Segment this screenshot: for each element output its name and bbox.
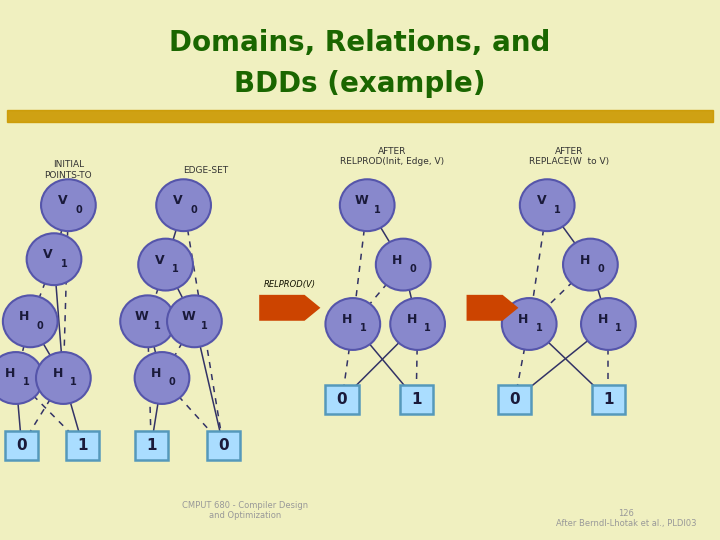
Ellipse shape <box>581 298 636 350</box>
FancyArrow shape <box>259 295 320 321</box>
Ellipse shape <box>167 295 222 347</box>
FancyBboxPatch shape <box>498 385 531 414</box>
Text: 1: 1 <box>374 205 381 214</box>
Text: 1: 1 <box>22 377 30 387</box>
Text: 126
After Berndl-Lhotak et al., PLDI03: 126 After Berndl-Lhotak et al., PLDI03 <box>556 509 697 528</box>
Text: 1: 1 <box>60 259 68 268</box>
Text: W: W <box>181 310 196 323</box>
Text: V: V <box>173 194 183 207</box>
FancyBboxPatch shape <box>135 431 168 460</box>
Text: W: W <box>135 310 149 323</box>
Text: BDDs (example): BDDs (example) <box>234 70 486 98</box>
FancyBboxPatch shape <box>592 385 625 414</box>
Text: 1: 1 <box>78 438 88 453</box>
Text: 1: 1 <box>154 321 161 330</box>
Text: 0: 0 <box>37 321 44 330</box>
FancyBboxPatch shape <box>400 385 433 414</box>
Ellipse shape <box>3 295 58 347</box>
Ellipse shape <box>340 179 395 231</box>
Text: 1: 1 <box>146 438 156 453</box>
Text: 1: 1 <box>536 323 543 333</box>
Text: 1: 1 <box>603 392 613 407</box>
FancyBboxPatch shape <box>66 431 99 460</box>
Ellipse shape <box>325 298 380 350</box>
Text: 1: 1 <box>424 323 431 333</box>
Text: 1: 1 <box>172 264 179 274</box>
Ellipse shape <box>156 179 211 231</box>
Text: V: V <box>536 194 546 207</box>
Ellipse shape <box>520 179 575 231</box>
Ellipse shape <box>0 352 43 404</box>
Text: 0: 0 <box>337 392 347 407</box>
Text: 0: 0 <box>168 377 176 387</box>
Text: 0: 0 <box>597 264 604 274</box>
Text: 0: 0 <box>17 438 27 453</box>
Ellipse shape <box>27 233 81 285</box>
Ellipse shape <box>135 352 189 404</box>
Text: V: V <box>155 254 165 267</box>
FancyBboxPatch shape <box>207 431 240 460</box>
Text: H: H <box>518 313 528 326</box>
Text: 0: 0 <box>190 205 197 214</box>
Ellipse shape <box>138 239 193 291</box>
Text: H: H <box>392 254 402 267</box>
Text: H: H <box>53 367 63 380</box>
Text: RELPROD(V): RELPROD(V) <box>264 280 316 289</box>
Text: EDGE-SET: EDGE-SET <box>183 166 228 174</box>
Text: 0: 0 <box>510 392 520 407</box>
Text: 1: 1 <box>359 323 366 333</box>
Text: 1: 1 <box>70 377 77 387</box>
Text: 0: 0 <box>410 264 417 274</box>
Text: 0: 0 <box>75 205 82 214</box>
Text: W: W <box>354 194 369 207</box>
Text: 1: 1 <box>411 392 421 407</box>
Text: H: H <box>151 367 161 380</box>
Ellipse shape <box>120 295 175 347</box>
Text: H: H <box>5 367 15 380</box>
Ellipse shape <box>36 352 91 404</box>
Ellipse shape <box>41 179 96 231</box>
Ellipse shape <box>390 298 445 350</box>
Text: H: H <box>407 313 417 326</box>
Bar <box>7 110 713 122</box>
FancyBboxPatch shape <box>5 431 38 460</box>
Text: Domains, Relations, and: Domains, Relations, and <box>169 29 551 57</box>
Text: CMPUT 680 - Compiler Design
and Optimization: CMPUT 680 - Compiler Design and Optimiza… <box>181 501 308 520</box>
FancyBboxPatch shape <box>325 385 359 414</box>
Text: V: V <box>43 248 53 261</box>
Text: 1: 1 <box>201 321 208 330</box>
Ellipse shape <box>563 239 618 291</box>
Text: INITIAL
POINTS-TO: INITIAL POINTS-TO <box>45 160 92 180</box>
Text: H: H <box>580 254 590 267</box>
Text: 1: 1 <box>554 205 561 214</box>
Text: H: H <box>342 313 352 326</box>
Text: AFTER
REPLACE(W  to V): AFTER REPLACE(W to V) <box>528 147 609 166</box>
Text: V: V <box>58 194 68 207</box>
Text: H: H <box>19 310 30 323</box>
Text: 1: 1 <box>615 323 622 333</box>
Ellipse shape <box>502 298 557 350</box>
Ellipse shape <box>376 239 431 291</box>
Text: AFTER
RELPROD(Init, Edge, V): AFTER RELPROD(Init, Edge, V) <box>341 147 444 166</box>
Text: 0: 0 <box>218 438 228 453</box>
Text: H: H <box>598 313 608 326</box>
FancyArrow shape <box>467 295 518 321</box>
